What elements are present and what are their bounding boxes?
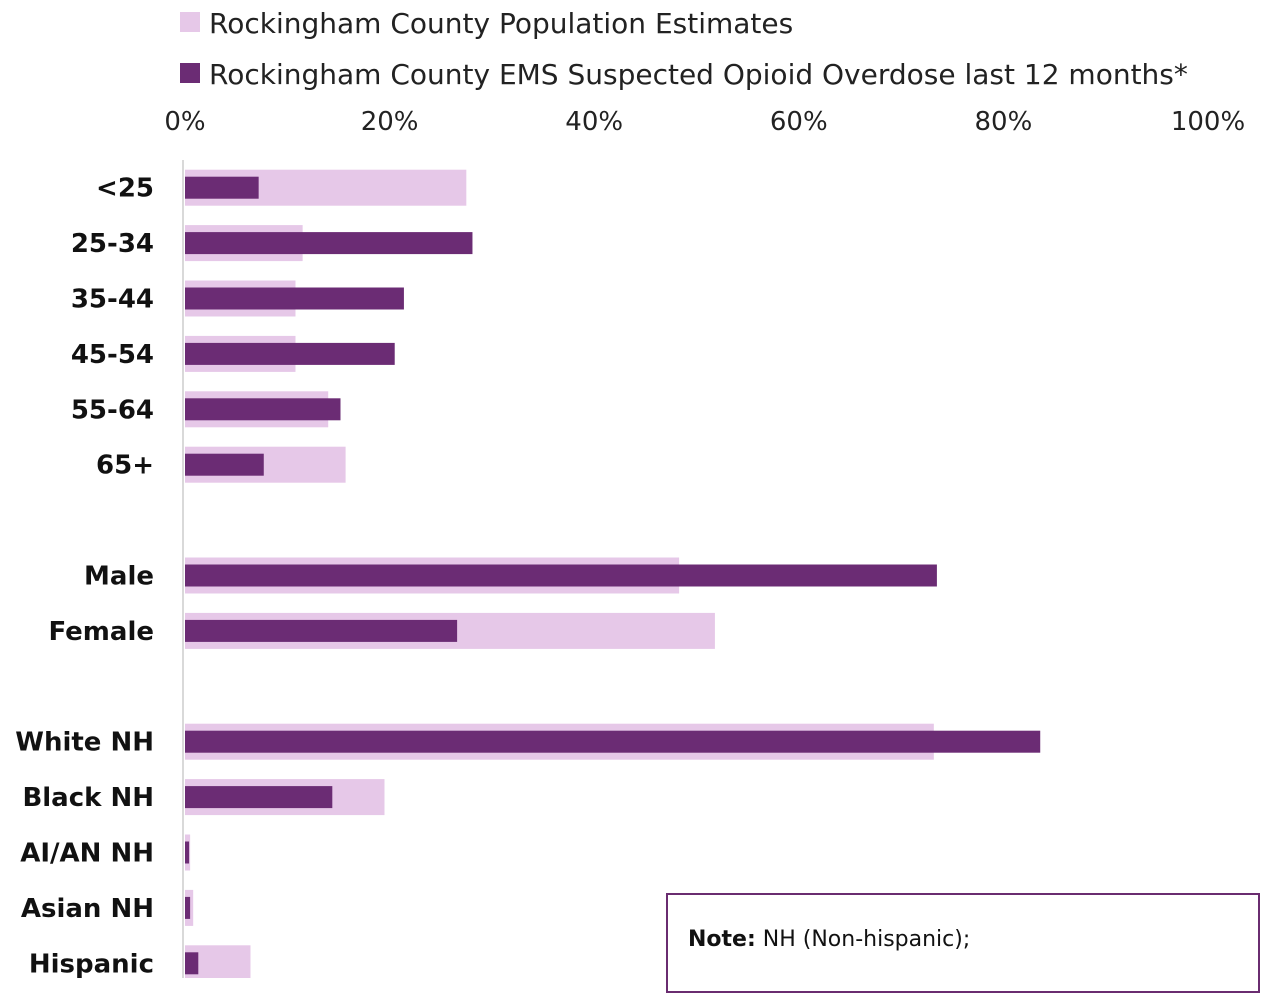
category-label: Black NH	[22, 783, 154, 813]
category-label: 65+	[96, 451, 154, 481]
x-tick-label: 60%	[770, 107, 828, 137]
bar-ems	[185, 398, 341, 421]
category-label: Asian NH	[21, 894, 154, 924]
legend-swatch-population	[180, 12, 200, 32]
x-tick-label: 100%	[1171, 107, 1245, 137]
category-label: 35-44	[71, 285, 154, 315]
category-label: Hispanic	[29, 949, 154, 978]
bars	[185, 169, 1041, 978]
category-label: 55-64	[71, 395, 154, 425]
bar-ems	[185, 342, 395, 365]
bar-ems	[185, 841, 190, 864]
x-tick-label: 40%	[565, 107, 623, 137]
note-box: Note: NH (Non-hispanic);	[666, 893, 1260, 993]
legend: Rockingham County Population Estimates R…	[180, 7, 1188, 91]
x-axis-ticks: 0% 20% 40% 60% 80% 100%	[164, 107, 1245, 137]
bar-ems	[185, 896, 191, 919]
x-tick-label: 20%	[361, 107, 419, 137]
category-label: AI/AN NH	[20, 839, 154, 869]
note-label: Note:	[688, 927, 756, 952]
category-label: Male	[84, 562, 154, 592]
bar-ems	[185, 730, 1041, 753]
bar-ems	[185, 786, 333, 809]
category-label: 25-34	[71, 229, 154, 259]
bar-ems	[185, 619, 458, 642]
x-tick-label: 80%	[975, 107, 1033, 137]
bar-ems	[185, 564, 937, 587]
category-label: 45-54	[71, 340, 154, 370]
category-labels: <25 25-34 35-44 45-54 55-64 65+ Male Female Whit…	[15, 174, 154, 978]
legend-label-ems: Rockingham County EMS Suspected Opioid O…	[209, 58, 1188, 91]
legend-swatch-ems	[180, 63, 200, 83]
bar-ems	[185, 287, 404, 310]
x-tick-label: 0%	[164, 107, 205, 137]
bar-ems	[185, 232, 473, 255]
bar-ems	[185, 952, 199, 975]
category-label: Female	[48, 617, 154, 647]
bar-ems	[185, 176, 259, 199]
legend-label-population: Rockingham County Population Estimates	[209, 7, 793, 40]
bar-ems	[185, 453, 264, 476]
category-label: <25	[96, 174, 154, 204]
category-label: White NH	[15, 728, 154, 758]
note-text: NH (Non-hispanic);	[762, 927, 971, 952]
